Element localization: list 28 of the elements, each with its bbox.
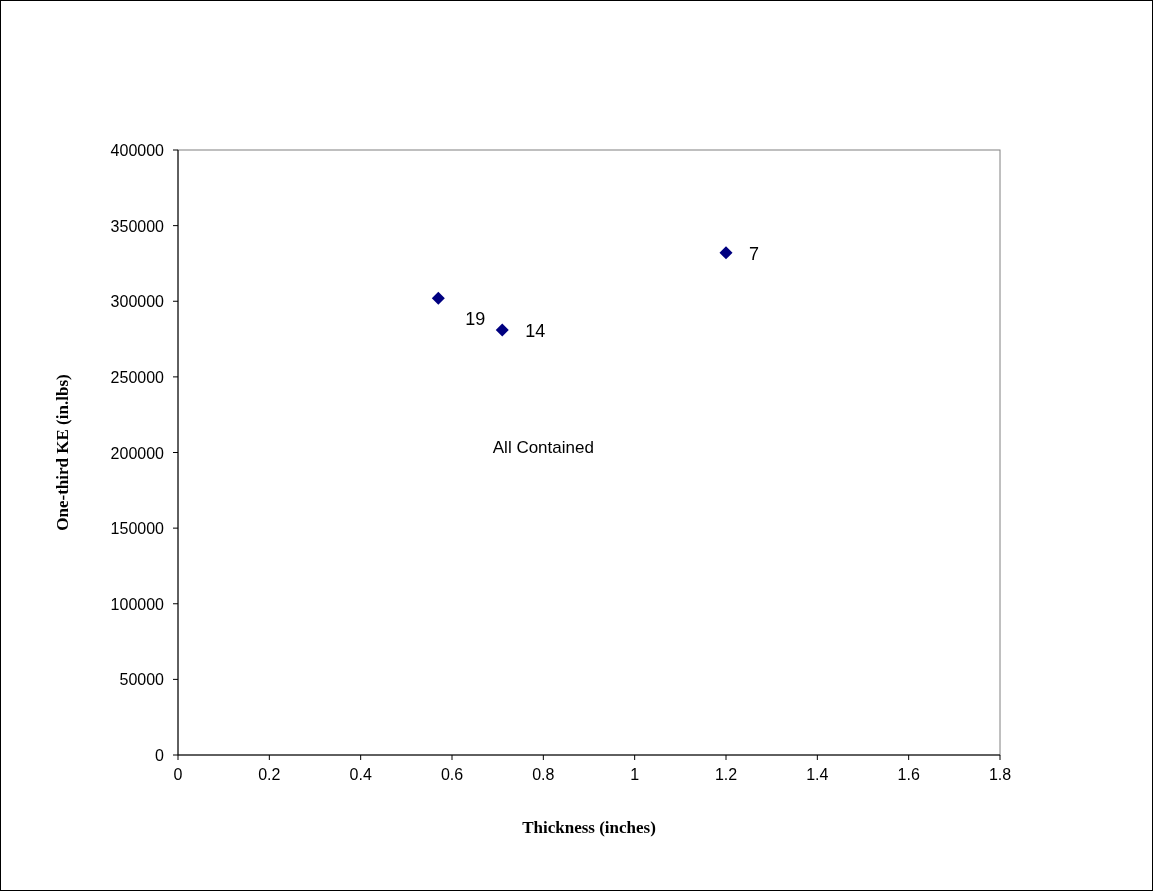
x-tick-label: 1.2 bbox=[714, 766, 738, 783]
x-axis-title: Thickness (inches) bbox=[522, 818, 656, 837]
annotation: 19 bbox=[465, 309, 486, 330]
x-tick-label: 0 bbox=[173, 766, 183, 783]
y-tick-label: 300000 bbox=[110, 293, 165, 311]
x-tick-label: 0.4 bbox=[349, 766, 372, 783]
annotation: 7 bbox=[749, 243, 760, 264]
point bbox=[431, 291, 445, 305]
x-tick-label: 1.8 bbox=[988, 766, 1012, 783]
y-tick-label: 250000 bbox=[110, 368, 165, 386]
x-tick-label: 0.8 bbox=[532, 766, 555, 783]
y-axis-title: One-third KE (in.lbs) bbox=[53, 374, 72, 531]
y-tick-label: 50000 bbox=[119, 671, 165, 689]
y-tick-label: 150000 bbox=[110, 520, 165, 538]
x-tick-label: 1.6 bbox=[897, 766, 920, 783]
x-tick-label: 1.4 bbox=[806, 766, 829, 783]
point bbox=[495, 323, 509, 337]
y-tick-label: 100000 bbox=[110, 595, 165, 613]
y-tick-label: 200000 bbox=[110, 444, 165, 462]
y-tick-label: 350000 bbox=[110, 217, 165, 235]
y-tick-label: 400000 bbox=[110, 142, 165, 159]
annotation: 14 bbox=[525, 320, 546, 341]
x-tick-label: 1 bbox=[630, 766, 640, 783]
annotation: All Contained bbox=[492, 437, 594, 457]
point bbox=[719, 246, 733, 260]
x-tick-label: 0.6 bbox=[440, 766, 464, 783]
y-tick-label: 0 bbox=[155, 747, 165, 764]
x-tick-label: 0.2 bbox=[258, 766, 281, 783]
